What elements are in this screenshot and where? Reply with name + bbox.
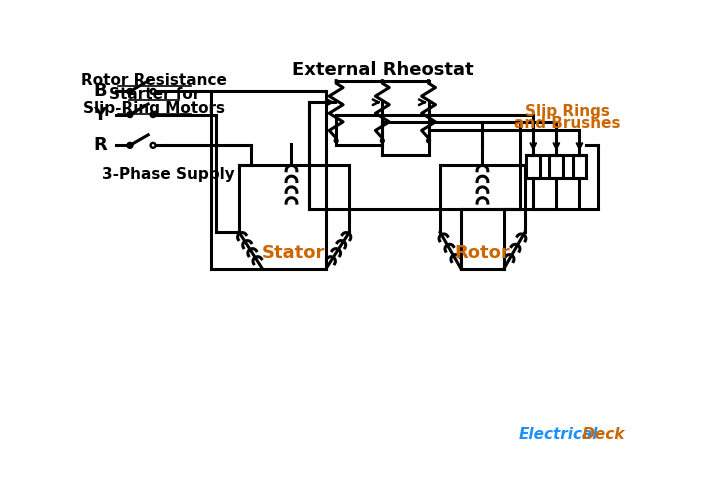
Text: Stator: Stator: [262, 244, 326, 262]
Text: Y: Y: [94, 106, 107, 124]
Text: R: R: [93, 136, 107, 154]
Circle shape: [334, 139, 338, 143]
Bar: [573, 155, 586, 179]
Circle shape: [380, 139, 384, 143]
Text: B: B: [93, 82, 107, 100]
Bar: [526, 155, 540, 179]
Text: and Brushes: and Brushes: [514, 116, 620, 131]
Text: Electrical: Electrical: [518, 427, 598, 443]
Text: Slip-Ring Motors: Slip-Ring Motors: [84, 101, 226, 116]
Text: Rotor: Rotor: [455, 244, 511, 262]
Text: External Rheostat: External Rheostat: [291, 61, 473, 79]
Text: Slip Rings: Slip Rings: [525, 104, 609, 119]
Circle shape: [427, 139, 430, 143]
Text: Starter for: Starter for: [109, 87, 200, 102]
Text: 3-Phase Supply: 3-Phase Supply: [102, 167, 235, 182]
Bar: [549, 155, 563, 179]
Text: Deck: Deck: [577, 427, 624, 443]
Text: Rotor Resistance: Rotor Resistance: [82, 73, 228, 88]
